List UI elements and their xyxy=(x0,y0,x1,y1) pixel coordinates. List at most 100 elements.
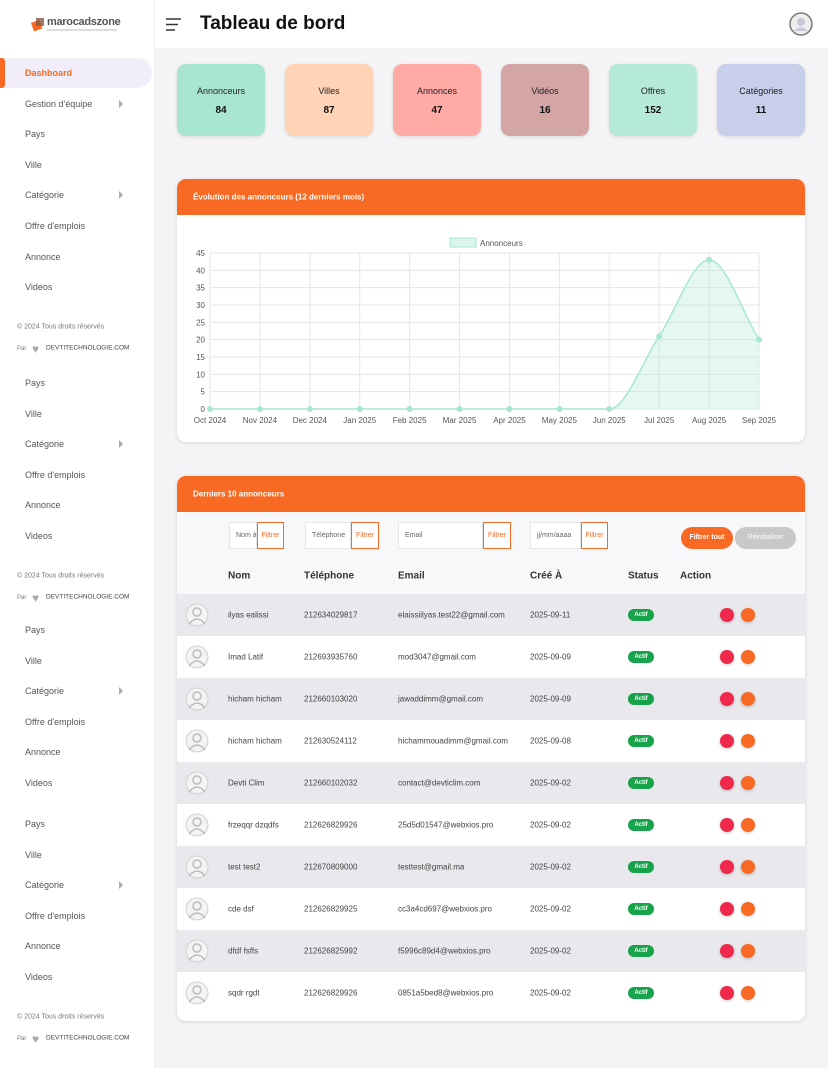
nav-item[interactable]: Catégorie xyxy=(25,686,65,697)
nav-item[interactable]: Pays xyxy=(25,819,46,829)
menu-toggle[interactable] xyxy=(165,17,183,33)
filter-button[interactable]: Filtrer xyxy=(351,522,379,549)
credit-site[interactable]: DEVTITECHNOLOGIE.COM xyxy=(46,1034,130,1042)
delete-button[interactable] xyxy=(720,776,734,790)
edit-button[interactable] xyxy=(741,776,755,790)
nav-item[interactable]: Ville xyxy=(25,655,42,666)
nav-item[interactable]: Pays xyxy=(25,378,46,388)
table-cell: 212634029817 xyxy=(304,610,358,620)
nav-item[interactable]: Ville xyxy=(25,408,42,419)
delete-button[interactable] xyxy=(720,860,734,874)
nav-item[interactable]: Videos xyxy=(25,972,53,982)
nav-item[interactable]: Offre d'emplois xyxy=(25,469,86,480)
edit-button[interactable] xyxy=(741,902,755,916)
nav-item[interactable]: Annonce xyxy=(25,941,61,952)
edit-button[interactable] xyxy=(741,692,755,706)
delete-button[interactable] xyxy=(720,692,734,706)
stat-label: Catégories xyxy=(739,86,783,96)
x-tick-label: Oct 2024 xyxy=(194,416,227,425)
nav-item[interactable]: Offre d'emplois xyxy=(25,910,86,921)
credit-site[interactable]: DEVTITECHNOLOGIE.COM xyxy=(46,344,130,352)
nav-arrow xyxy=(119,881,123,890)
avatar-body xyxy=(188,870,206,877)
delete-button[interactable] xyxy=(720,650,734,664)
filter-input[interactable]: Nom à xyxy=(229,522,257,549)
nav-item[interactable]: Ville xyxy=(25,849,42,860)
nav-item[interactable]: Catégorie xyxy=(25,190,65,201)
y-tick-label: 5 xyxy=(201,388,206,397)
nav-item[interactable]: Videos xyxy=(25,778,53,788)
nav-item[interactable]: Annonce xyxy=(25,747,61,758)
chart: 0 5 10 15 20 25 30 35 40 45 Oct 2024 Nov 2024 Dec 20… xyxy=(194,237,777,425)
panel-header: Évolution des annonceurs (12 derniers mo… xyxy=(177,179,805,215)
filter-input[interactable]: Téléphone xyxy=(305,522,351,549)
column-header: Créé À xyxy=(530,570,563,582)
edit-button[interactable] xyxy=(741,608,755,622)
stat-label: Vidéos xyxy=(531,86,559,96)
delete-button[interactable] xyxy=(720,608,734,622)
edit-button[interactable] xyxy=(741,734,755,748)
reset-button[interactable]: Réinitialiser xyxy=(735,527,796,549)
point xyxy=(706,256,713,263)
status-badge: Actif xyxy=(628,945,654,957)
table-cell: 2025-09-02 xyxy=(530,904,571,914)
edit-button[interactable] xyxy=(741,650,755,664)
nav-item[interactable]: Pays xyxy=(25,129,46,140)
column-header: Action xyxy=(680,570,712,582)
nav-item[interactable]: Catégorie xyxy=(25,880,65,891)
edit-button[interactable] xyxy=(741,860,755,874)
nav-item[interactable]: Gestion d'équipe xyxy=(25,98,93,109)
point xyxy=(756,336,762,343)
filter-all-button[interactable]: Filtrer tout xyxy=(681,527,733,549)
edit-button[interactable] xyxy=(741,944,755,958)
edit-button[interactable] xyxy=(741,818,755,832)
avatar[interactable] xyxy=(789,12,813,36)
nav-item[interactable]: Annonce xyxy=(25,500,61,511)
row-avatar xyxy=(185,981,209,1005)
nav-item[interactable]: Annonce xyxy=(25,251,61,262)
column-header: Email xyxy=(398,570,425,582)
edit-button[interactable] xyxy=(741,986,755,1000)
point xyxy=(306,406,313,412)
stat-label: Annonces xyxy=(416,86,458,96)
filter-input[interactable]: jj/mm/aaaa xyxy=(530,522,581,549)
filter-input[interactable]: Email xyxy=(398,522,483,549)
nav-item[interactable]: Videos xyxy=(25,282,53,293)
avatar-body xyxy=(188,618,206,625)
nav-item[interactable]: Ville xyxy=(25,159,42,170)
nav-item[interactable]: Offre d'emplois xyxy=(25,716,86,727)
filter-button[interactable]: Filtrer xyxy=(257,522,284,549)
nav-item[interactable]: Dashboard xyxy=(25,68,73,78)
table-cell: f5996c89d4@webxios.pro xyxy=(398,946,491,956)
delete-button[interactable] xyxy=(720,902,734,916)
point xyxy=(606,406,613,412)
delete-button[interactable] xyxy=(720,986,734,1000)
table-cell: frzeqqr dzqdfs xyxy=(228,820,279,830)
nav-item[interactable]: Pays xyxy=(25,625,46,635)
delete-button[interactable] xyxy=(720,818,734,832)
point xyxy=(656,333,663,340)
legend-swatch xyxy=(449,237,477,248)
point xyxy=(456,406,463,412)
filter-button[interactable]: Filtrer xyxy=(581,522,608,549)
filter-button[interactable]: Filtrer xyxy=(483,522,511,549)
table-cell: 212630524112 xyxy=(304,736,357,746)
avatar-head xyxy=(192,859,202,869)
credit-site[interactable]: DEVTITECHNOLOGIE.COM xyxy=(46,593,130,601)
delete-button[interactable] xyxy=(720,944,734,958)
table-cell: 2025-09-11 xyxy=(530,610,571,620)
nav-item[interactable]: Offre d'emplois xyxy=(25,221,86,231)
table-cell: 212626829925 xyxy=(304,904,358,914)
table-cell: 2025-09-09 xyxy=(530,652,571,662)
nav-item[interactable]: Videos xyxy=(25,531,53,541)
delete-button[interactable] xyxy=(720,734,734,748)
stat-value: 47 xyxy=(431,105,443,116)
avatar-body xyxy=(188,828,206,835)
y-tick-label: 20 xyxy=(196,336,205,345)
table-cell: 212626825992 xyxy=(304,946,358,956)
logo-tagline xyxy=(47,29,117,31)
nav-item[interactable]: Catégorie xyxy=(25,439,65,450)
avatar-head xyxy=(192,817,202,827)
table-row xyxy=(177,888,805,930)
table-row xyxy=(177,846,805,888)
